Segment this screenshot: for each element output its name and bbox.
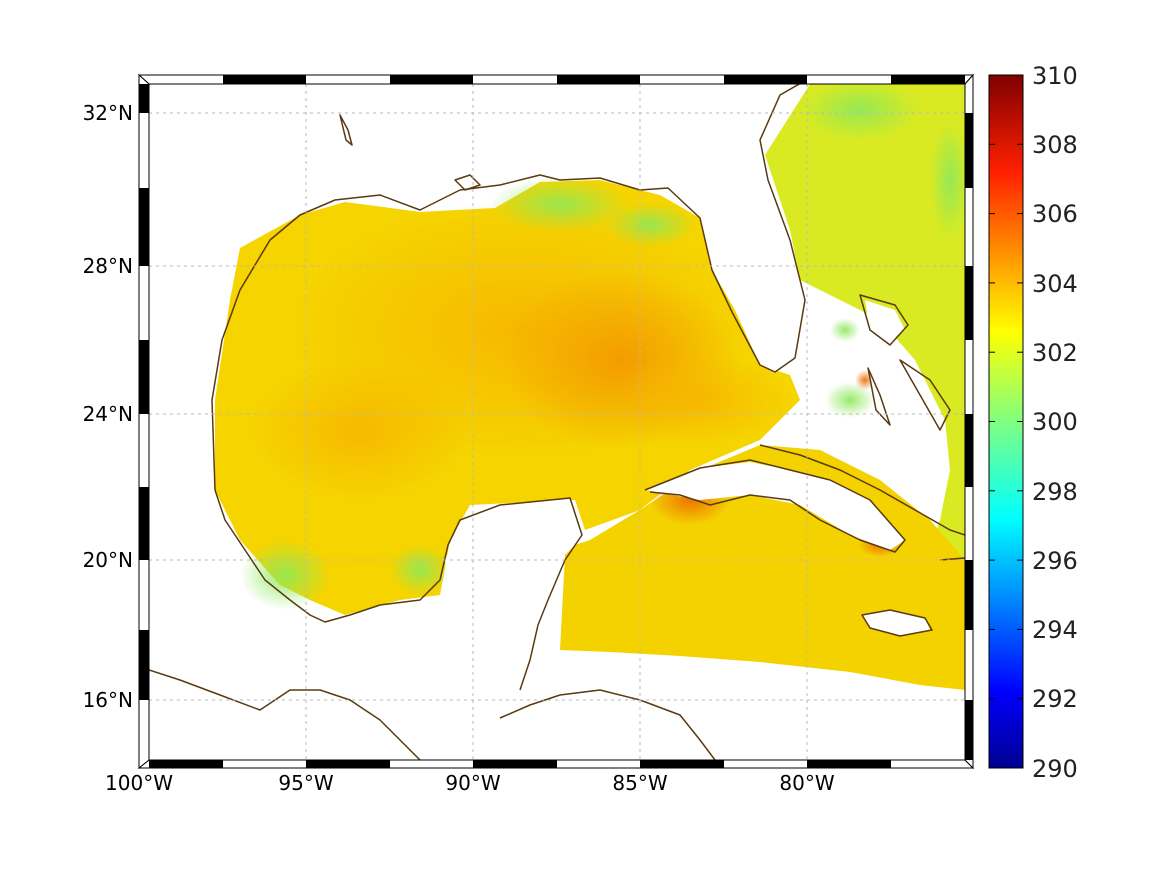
y-tick-label: 20°N xyxy=(83,548,133,572)
x-tick-label: 90°W xyxy=(445,771,500,795)
cuba-north-keys xyxy=(759,444,965,536)
coastlines xyxy=(149,84,965,760)
y-tick-label: 16°N xyxy=(83,688,133,712)
x-tick-label: 85°W xyxy=(612,771,667,795)
colorbar-label: 310 xyxy=(1032,62,1078,90)
cuba-land xyxy=(645,462,905,550)
colorbar-label: 302 xyxy=(1032,339,1078,367)
colorbar-label: 306 xyxy=(1032,200,1078,228)
colorbar-ticks xyxy=(989,74,1023,769)
gridlines xyxy=(149,84,965,760)
colorbar-label: 296 xyxy=(1032,547,1078,575)
colorbar: 310 308 306 304 302 300 298 296 294 292 … xyxy=(988,62,1078,783)
y-tick-label: 24°N xyxy=(83,402,133,426)
mexico-coastline xyxy=(214,489,583,691)
jamaica-coastline xyxy=(861,609,933,637)
x-tick-label: 80°W xyxy=(779,771,834,795)
bahamas-land xyxy=(865,300,905,420)
colorbar-label: 308 xyxy=(1032,131,1078,159)
jamaica-land xyxy=(862,610,930,636)
honduras-coastline xyxy=(499,689,716,760)
y-tick-label: 28°N xyxy=(83,254,133,278)
hispaniola-coastline xyxy=(939,557,965,561)
lake-pontchartrain xyxy=(454,174,481,191)
central-america-coastline xyxy=(149,669,421,760)
x-tick-label: 95°W xyxy=(278,771,333,795)
florida-land xyxy=(600,84,810,372)
map-area xyxy=(149,84,965,760)
x-tick-label: 100°W xyxy=(105,771,173,795)
temperature-field xyxy=(215,84,965,690)
land-masks xyxy=(149,84,930,760)
colorbar-label: 300 xyxy=(1032,408,1078,436)
atlantic-water xyxy=(765,84,965,690)
y-tick-label: 32°N xyxy=(83,101,133,125)
x-axis-labels: 100°W 95°W 90°W 85°W 80°W xyxy=(105,771,835,795)
bahamas-coastline xyxy=(859,294,951,431)
mobile-bay xyxy=(339,114,353,146)
colorbar-label: 298 xyxy=(1032,478,1078,506)
y-axis-labels: 32°N 28°N 24°N 20°N 16°N xyxy=(83,101,133,712)
colorbar-label: 292 xyxy=(1032,685,1078,713)
yucatan-land xyxy=(445,498,585,650)
colorbar-label: 294 xyxy=(1032,616,1078,644)
map-frame xyxy=(137,73,975,770)
colorbar-label: 290 xyxy=(1032,755,1078,783)
gulf-coastline xyxy=(211,84,806,491)
colorbar-label: 304 xyxy=(1032,270,1078,298)
cuba-coastline xyxy=(644,459,906,553)
